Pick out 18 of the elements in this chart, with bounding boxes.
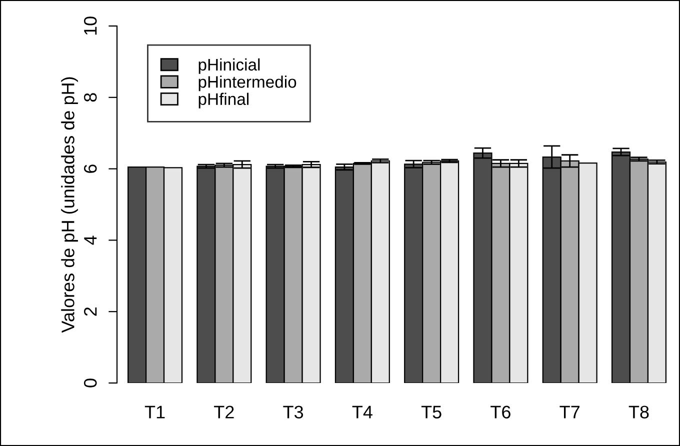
x-tick-label: T8 bbox=[628, 406, 649, 418]
x-tick-label: T2 bbox=[214, 406, 234, 418]
x-tick-label: T1 bbox=[144, 406, 165, 418]
y-tick-label: 0 bbox=[84, 378, 97, 388]
x-tick-label: T4 bbox=[352, 406, 372, 418]
y-tick-label: 8 bbox=[84, 93, 97, 102]
x-tick-label: T7 bbox=[560, 406, 580, 418]
x-tick-label: T3 bbox=[283, 406, 304, 418]
y-axis-title: Valores de pH (unidades de pH) bbox=[61, 77, 78, 333]
y-tick-label: 6 bbox=[84, 164, 97, 173]
y-tick-label: 10 bbox=[84, 16, 97, 35]
x-tick-label: T6 bbox=[490, 406, 510, 418]
legend-label: pHinicial bbox=[198, 58, 260, 74]
y-tick-label: 2 bbox=[84, 307, 97, 316]
x-tick-label: T5 bbox=[421, 406, 442, 418]
legend-label: pHfinal bbox=[198, 92, 248, 108]
y-tick-label: 4 bbox=[84, 236, 97, 245]
legend-label: pHintermedio bbox=[198, 76, 296, 92]
